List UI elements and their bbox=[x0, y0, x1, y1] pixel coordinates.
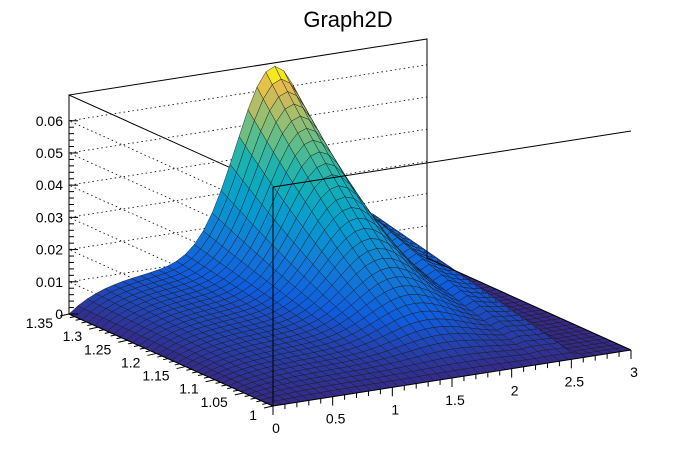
z-tick-label: 0.04 bbox=[36, 177, 63, 193]
z-axis: 0 0.01 0.02 0.03 0.04 0.05 0.06 bbox=[36, 95, 78, 322]
y-minor-tick bbox=[232, 389, 239, 392]
y-tick bbox=[118, 339, 128, 343]
y-minor-tick bbox=[256, 400, 262, 403]
x-tick-label: 0 bbox=[272, 420, 280, 436]
surface-mesh bbox=[68, 65, 632, 407]
y-minor-tick bbox=[157, 355, 163, 358]
y-minor-tick bbox=[104, 331, 110, 334]
y-tick-label: 1.3 bbox=[63, 328, 83, 344]
y-tick bbox=[205, 379, 215, 383]
y-tick bbox=[263, 405, 274, 409]
y-minor-tick bbox=[98, 329, 105, 332]
y-minor-tick bbox=[110, 334, 116, 337]
y-minor-tick bbox=[81, 321, 87, 324]
y-minor-tick bbox=[139, 347, 145, 350]
z-tick-label: 0.03 bbox=[36, 209, 63, 225]
z-tick-label: 0.06 bbox=[36, 113, 63, 129]
z-tick-label: 0.05 bbox=[36, 145, 63, 161]
y-minor-tick bbox=[69, 316, 75, 319]
y-tick-label: 1.2 bbox=[121, 354, 141, 370]
x-tick-label: 1 bbox=[391, 401, 399, 417]
y-tick bbox=[176, 366, 186, 370]
y-tick-label: 1.15 bbox=[142, 368, 169, 384]
y-minor-tick bbox=[133, 345, 140, 348]
y-minor-tick bbox=[162, 358, 169, 361]
x-tick-label: 2.5 bbox=[565, 373, 585, 389]
y-minor-tick bbox=[250, 397, 256, 400]
y-tick-label: 1.1 bbox=[179, 381, 199, 397]
y-minor-tick bbox=[215, 381, 221, 384]
y-minor-tick bbox=[197, 373, 204, 376]
y-minor-tick bbox=[128, 342, 134, 345]
y-minor-tick bbox=[262, 402, 268, 405]
y-tick bbox=[59, 313, 70, 317]
right-floor-edge bbox=[426, 257, 632, 351]
y-minor-tick bbox=[186, 368, 192, 371]
y-minor-tick bbox=[244, 394, 250, 397]
y-minor-tick bbox=[227, 387, 233, 390]
y-tick-label: 1.25 bbox=[84, 341, 111, 357]
x-tick-label: 1.5 bbox=[445, 392, 465, 408]
y-minor-tick bbox=[145, 350, 151, 353]
y-tick bbox=[147, 352, 157, 356]
z-tick-label: 0.01 bbox=[36, 274, 63, 290]
y-axis-line bbox=[68, 313, 274, 407]
y-tick-label: 1.35 bbox=[26, 315, 53, 331]
z-tick-label: 0 bbox=[55, 306, 63, 322]
y-minor-tick bbox=[116, 337, 122, 340]
y-minor-tick bbox=[75, 318, 81, 321]
y-minor-tick bbox=[221, 384, 227, 387]
y-tick bbox=[234, 392, 244, 396]
front-frame bbox=[272, 39, 632, 406]
y-tick-label: 1 bbox=[249, 407, 257, 423]
y-minor-tick bbox=[203, 376, 209, 379]
y-axis: 1 1.051.1 1.151.2 1.251.3 1.35 bbox=[26, 313, 274, 423]
chart-title: Graph2D bbox=[303, 7, 392, 32]
x-axis: 0 0.5 1 1.5 2 2.5 3 bbox=[272, 349, 638, 436]
y-minor-tick bbox=[168, 360, 175, 363]
y-minor-tick bbox=[192, 371, 198, 374]
x-tick-label: 2 bbox=[511, 383, 519, 399]
y-minor-tick bbox=[87, 324, 93, 327]
front-top-edge bbox=[272, 130, 632, 188]
x-tick-label: 0.5 bbox=[326, 411, 346, 427]
z-tick-label: 0.02 bbox=[36, 242, 63, 258]
y-tick bbox=[89, 326, 99, 330]
y-minor-tick bbox=[174, 363, 180, 366]
y-tick-label: 1.05 bbox=[201, 394, 228, 410]
x-tick-label: 3 bbox=[630, 364, 638, 380]
